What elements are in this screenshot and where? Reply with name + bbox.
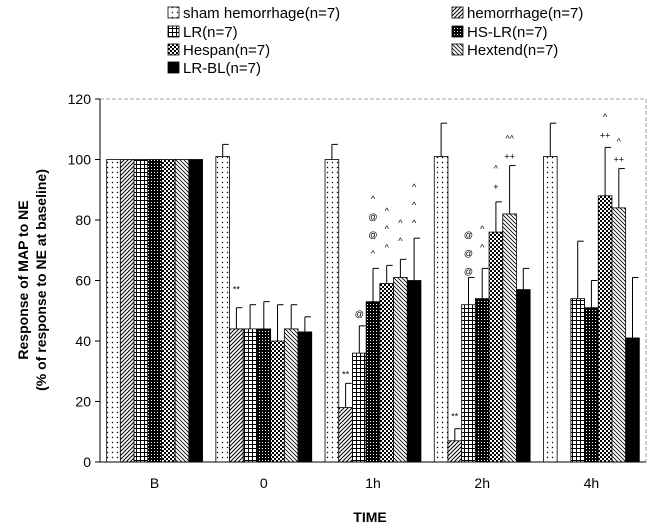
bar: [229, 328, 244, 463]
significance-annotation: ^: [412, 218, 417, 228]
x-tick-label: 1h: [365, 475, 381, 491]
significance-annotation: **: [451, 412, 459, 422]
significance-annotation: ^: [371, 194, 376, 204]
bar: [133, 159, 149, 463]
legend-swatch: [451, 25, 464, 38]
significance-annotation: ^: [494, 164, 499, 174]
legend-swatch: [167, 43, 180, 56]
bar: [352, 352, 367, 463]
legend-swatch: [167, 6, 180, 19]
y-axis-ticks: 0 20 40 60 80 100 120: [68, 91, 100, 470]
y-tick-label: 60: [75, 273, 91, 289]
significance-annotation: @: [464, 248, 473, 258]
legend-label: Hextend(n=7): [467, 42, 558, 59]
x-tick-label: B: [150, 475, 159, 491]
x-tick-label: 0: [260, 475, 268, 491]
bar: [147, 159, 162, 463]
bar: [297, 331, 313, 463]
bar: [625, 337, 640, 463]
significance-annotation: ^: [385, 224, 390, 234]
bar: [256, 328, 272, 463]
bar: [474, 298, 490, 463]
bar: [324, 159, 340, 463]
bar: [502, 213, 517, 463]
significance-annotation: ^: [617, 136, 622, 146]
bar: [433, 156, 449, 463]
y-tick-label: 120: [68, 91, 92, 107]
legend-label: sham hemorrhage(n=7): [183, 5, 340, 22]
y-tick-label: 100: [68, 152, 92, 168]
x-axis-ticks: B 0 1h 2h 4h: [150, 475, 599, 491]
legend-label: LR-BL(n=7): [183, 60, 261, 77]
bar: [174, 159, 190, 463]
significance-annotation: ++: [600, 130, 611, 140]
y-axis-label-line1: Response of MAP to NE: [15, 200, 31, 359]
bar: [379, 283, 394, 463]
significance-annotation: ^: [371, 248, 376, 258]
bar: [406, 280, 422, 463]
significance-annotation: **: [342, 369, 350, 379]
bar: [161, 159, 176, 463]
significance-annotation: ^: [480, 242, 485, 252]
bar: [242, 328, 258, 463]
bar: [461, 304, 476, 463]
significance-annotation: @: [464, 230, 473, 240]
bar: [283, 328, 299, 463]
significance-annotation: ++: [504, 152, 515, 162]
significance-annotation: @: [355, 309, 364, 319]
significance-annotation: @: [368, 212, 377, 222]
bar: [543, 156, 558, 463]
significance-annotation: ^^: [505, 133, 514, 143]
x-axis-label: TIME: [353, 509, 386, 525]
annotations-group: ******@^@@^^^^^^ ^^^@@@^^+^++^^ ++^++^: [233, 112, 624, 421]
bar: [270, 340, 285, 463]
significance-annotation: ^: [412, 182, 417, 192]
legend-label: HS-LR(n=7): [467, 24, 547, 41]
legend-swatch: [451, 6, 464, 19]
significance-annotation: ^: [398, 218, 403, 228]
significance-annotation: ^: [385, 206, 390, 216]
y-tick-label: 40: [75, 333, 91, 349]
bar: [597, 195, 613, 463]
y-tick-label: 0: [83, 454, 91, 470]
bar: [447, 440, 463, 463]
significance-annotation: ^: [398, 236, 403, 246]
legend-label: hemorrhage(n=7): [467, 5, 583, 22]
bar: [106, 159, 121, 463]
legend-label: Hespan(n=7): [183, 42, 270, 59]
y-tick-label: 20: [75, 394, 91, 410]
bar: [516, 289, 531, 463]
bar: [338, 407, 353, 463]
bar: [393, 277, 408, 463]
legend-swatch: [167, 61, 180, 74]
significance-annotation: ^: [385, 242, 390, 252]
significance-annotation: ^: [603, 112, 608, 122]
bar: [215, 156, 230, 463]
bar: [188, 159, 203, 463]
bar: [611, 207, 627, 463]
legend-swatch: [167, 25, 180, 38]
legend-swatch: [451, 43, 464, 56]
y-tick-label: 80: [75, 212, 91, 228]
legend: sham hemorrhage(n=7) hemorrhage(n=7) LR(n=…: [167, 5, 583, 77]
significance-annotation: **: [233, 285, 241, 295]
significance-annotation: ^: [480, 224, 485, 234]
significance-annotation: +: [493, 182, 498, 192]
bar: [119, 159, 135, 463]
legend-label: LR(n=7): [183, 24, 238, 41]
bar: [488, 231, 504, 463]
bars-group: [106, 122, 640, 463]
significance-annotation: @: [368, 230, 377, 240]
y-axis-label-line2: (% of response to NE at baseline): [33, 169, 49, 391]
significance-annotation: ^: [412, 200, 417, 210]
bar: [570, 298, 585, 463]
significance-annotation: @: [464, 266, 473, 276]
significance-annotation: ++: [614, 155, 625, 165]
x-tick-label: 4h: [584, 475, 600, 491]
x-tick-label: 2h: [474, 475, 490, 491]
bar: [365, 301, 381, 463]
bar: [584, 307, 599, 463]
